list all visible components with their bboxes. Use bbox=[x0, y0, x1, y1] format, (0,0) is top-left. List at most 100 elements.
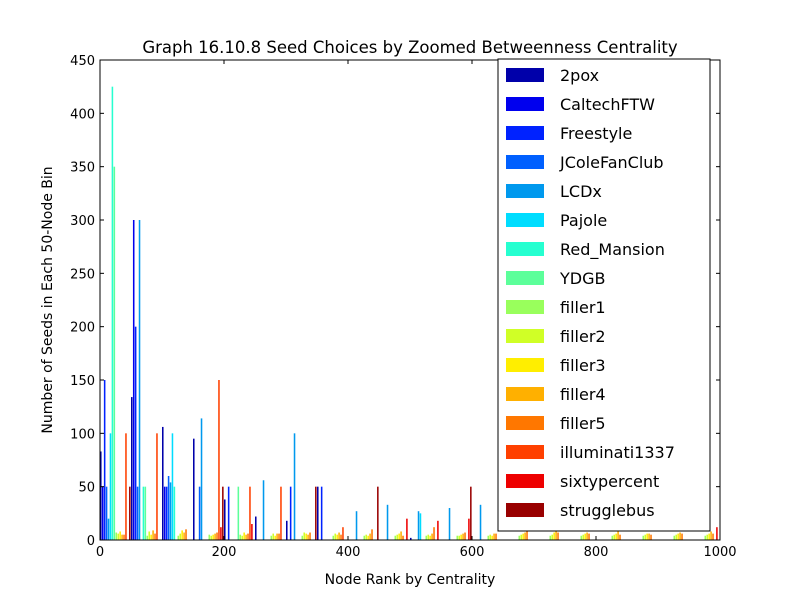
bar-2pox-bin-250 bbox=[255, 516, 257, 540]
bar-JColeFanClub-bin-100 bbox=[167, 476, 170, 540]
bar-strugglebus-bin-150 bbox=[222, 486, 224, 540]
bar-filler4-bin-150 bbox=[214, 533, 216, 540]
bar-Red_Mansion-bin-0 bbox=[111, 86, 114, 541]
bar-strugglebus-bin-300 bbox=[315, 486, 317, 540]
bars-group bbox=[100, 86, 718, 541]
bar-Red_Mansion-bin-50 bbox=[142, 486, 145, 540]
legend-swatch-filler3 bbox=[506, 358, 544, 372]
bar-filler2-bin-200 bbox=[241, 535, 243, 540]
bar-filler5-bin-300 bbox=[309, 532, 311, 540]
legend-label-sixtypercent: sixtypercent bbox=[560, 472, 659, 491]
bar-filler4-bin-400 bbox=[369, 533, 371, 540]
y-axis-label: Number of Seeds in Each 50-Node Bin bbox=[40, 166, 56, 433]
legend-swatch-CaltechFTW bbox=[506, 97, 544, 111]
bar-filler5-bin-400 bbox=[371, 529, 373, 540]
bar-filler3-bin-0 bbox=[119, 531, 121, 540]
bar-filler1-bin-650 bbox=[518, 535, 521, 540]
bar-filler2-bin-300 bbox=[303, 532, 305, 540]
bar-filler5-bin-800 bbox=[619, 534, 621, 540]
bar-filler4-bin-850 bbox=[648, 533, 650, 540]
bar-filler4-bin-650 bbox=[524, 532, 526, 540]
bar-sixtypercent-bin-200 bbox=[251, 524, 253, 540]
legend: 2pox CaltechFTW Freestyle JColeFanClub LCDx P… bbox=[497, 58, 711, 532]
bar-filler2-bin-400 bbox=[365, 534, 367, 540]
bar-filler4-bin-800 bbox=[617, 531, 619, 540]
x-tick-label: 0 bbox=[96, 545, 104, 560]
bar-illuminati1337-bin-250 bbox=[280, 486, 282, 540]
bar-filler3-bin-50 bbox=[150, 534, 152, 540]
legend-label-Red_Mansion: Red_Mansion bbox=[560, 240, 665, 260]
bar-JColeFanClub-bin-150 bbox=[198, 486, 201, 540]
bar-LCDx-bin-0 bbox=[107, 518, 110, 540]
bar-CaltechFTW-bin-50 bbox=[132, 220, 135, 540]
y-tick-label: 450 bbox=[70, 54, 95, 69]
bar-filler2-bin-550 bbox=[458, 535, 460, 540]
y-tick-label: 100 bbox=[70, 427, 95, 442]
legend-label-JColeFanClub: JColeFanClub bbox=[559, 153, 664, 172]
bar-illuminati1337-bin-350 bbox=[342, 527, 344, 540]
bar-filler5-bin-950 bbox=[712, 533, 714, 540]
x-tick-label: 600 bbox=[460, 545, 485, 560]
bar-Freestyle-bin-50 bbox=[134, 326, 137, 540]
bar-filler3-bin-400 bbox=[367, 535, 369, 540]
bar-2pox-bin-100 bbox=[162, 426, 164, 540]
bar-filler4-bin-500 bbox=[431, 533, 433, 540]
chart-title: Graph 16.10.8 Seed Choices by Zoomed Bet… bbox=[142, 38, 678, 57]
bar-filler5-bin-0 bbox=[123, 534, 125, 540]
bar-filler4-bin-550 bbox=[462, 533, 464, 540]
bar-filler2-bin-650 bbox=[520, 534, 522, 540]
bar-filler1-bin-250 bbox=[270, 535, 273, 540]
bar-Pajole-bin-100 bbox=[171, 433, 174, 540]
bar-Pajole-bin-500 bbox=[419, 513, 422, 540]
legend-label-YDGB: YDGB bbox=[559, 269, 605, 288]
bar-filler4-bin-0 bbox=[121, 534, 123, 540]
legend-swatch-JColeFanClub bbox=[506, 155, 544, 169]
bar-filler2-bin-900 bbox=[675, 534, 677, 540]
bar-filler4-bin-50 bbox=[152, 530, 154, 540]
legend-swatch-filler4 bbox=[506, 387, 544, 401]
bar-illuminati1337-bin-50 bbox=[156, 433, 158, 540]
bar-filler2-bin-450 bbox=[396, 534, 398, 540]
bar-filler3-bin-750 bbox=[584, 533, 586, 540]
bar-filler2-bin-50 bbox=[148, 531, 150, 540]
bar-filler1-bin-750 bbox=[580, 535, 583, 540]
legend-swatch-filler1 bbox=[506, 300, 544, 314]
bar-filler4-bin-600 bbox=[493, 533, 495, 540]
bar-2pox-bin-500 bbox=[410, 537, 412, 540]
legend-label-filler2: filler2 bbox=[560, 327, 606, 346]
bar-filler3-bin-700 bbox=[553, 532, 555, 540]
bar-filler1-bin-300 bbox=[301, 535, 304, 540]
bar-LCDx-bin-600 bbox=[479, 504, 482, 540]
bar-filler1-bin-200 bbox=[239, 534, 242, 540]
bar-filler3-bin-450 bbox=[398, 533, 400, 540]
y-tick-label: 0 bbox=[87, 534, 95, 549]
bar-Freestyle-bin-200 bbox=[227, 486, 230, 540]
bar-filler3-bin-200 bbox=[243, 532, 245, 540]
bar-filler5-bin-900 bbox=[681, 533, 683, 540]
bar-filler3-bin-150 bbox=[212, 534, 214, 540]
legend-swatch-Pajole bbox=[506, 213, 544, 227]
bar-filler5-bin-100 bbox=[185, 529, 187, 540]
y-tick-label: 250 bbox=[70, 267, 95, 282]
bar-filler4-bin-250 bbox=[276, 533, 278, 540]
bar-filler4-bin-200 bbox=[245, 534, 247, 540]
legend-label-illuminati1337: illuminati1337 bbox=[560, 443, 675, 462]
bar-filler2-bin-950 bbox=[706, 534, 708, 540]
y-tick-label: 400 bbox=[70, 107, 95, 122]
bar-filler2-bin-250 bbox=[272, 533, 274, 540]
bar-filler4-bin-950 bbox=[710, 531, 712, 540]
bar-illuminati1337-bin-0 bbox=[125, 433, 127, 540]
legend-label-2pox: 2pox bbox=[560, 66, 599, 85]
bar-illuminati1337-bin-200 bbox=[249, 486, 251, 540]
x-tick-label: 1000 bbox=[703, 545, 736, 560]
y-tick-label: 50 bbox=[78, 481, 95, 496]
bar-JColeFanClub-bin-0 bbox=[105, 486, 108, 540]
bar-filler2-bin-350 bbox=[334, 533, 336, 540]
bar-JColeFanClub-bin-50 bbox=[136, 486, 139, 540]
bar-2pox-bin-0 bbox=[100, 451, 102, 540]
bar-2pox-bin-50 bbox=[131, 397, 133, 540]
legend-label-Pajole: Pajole bbox=[560, 211, 607, 230]
bar-YDGB-bin-0 bbox=[113, 166, 116, 541]
bar-filler5-bin-200 bbox=[247, 533, 249, 540]
bar-2pox-bin-350 bbox=[317, 486, 319, 540]
